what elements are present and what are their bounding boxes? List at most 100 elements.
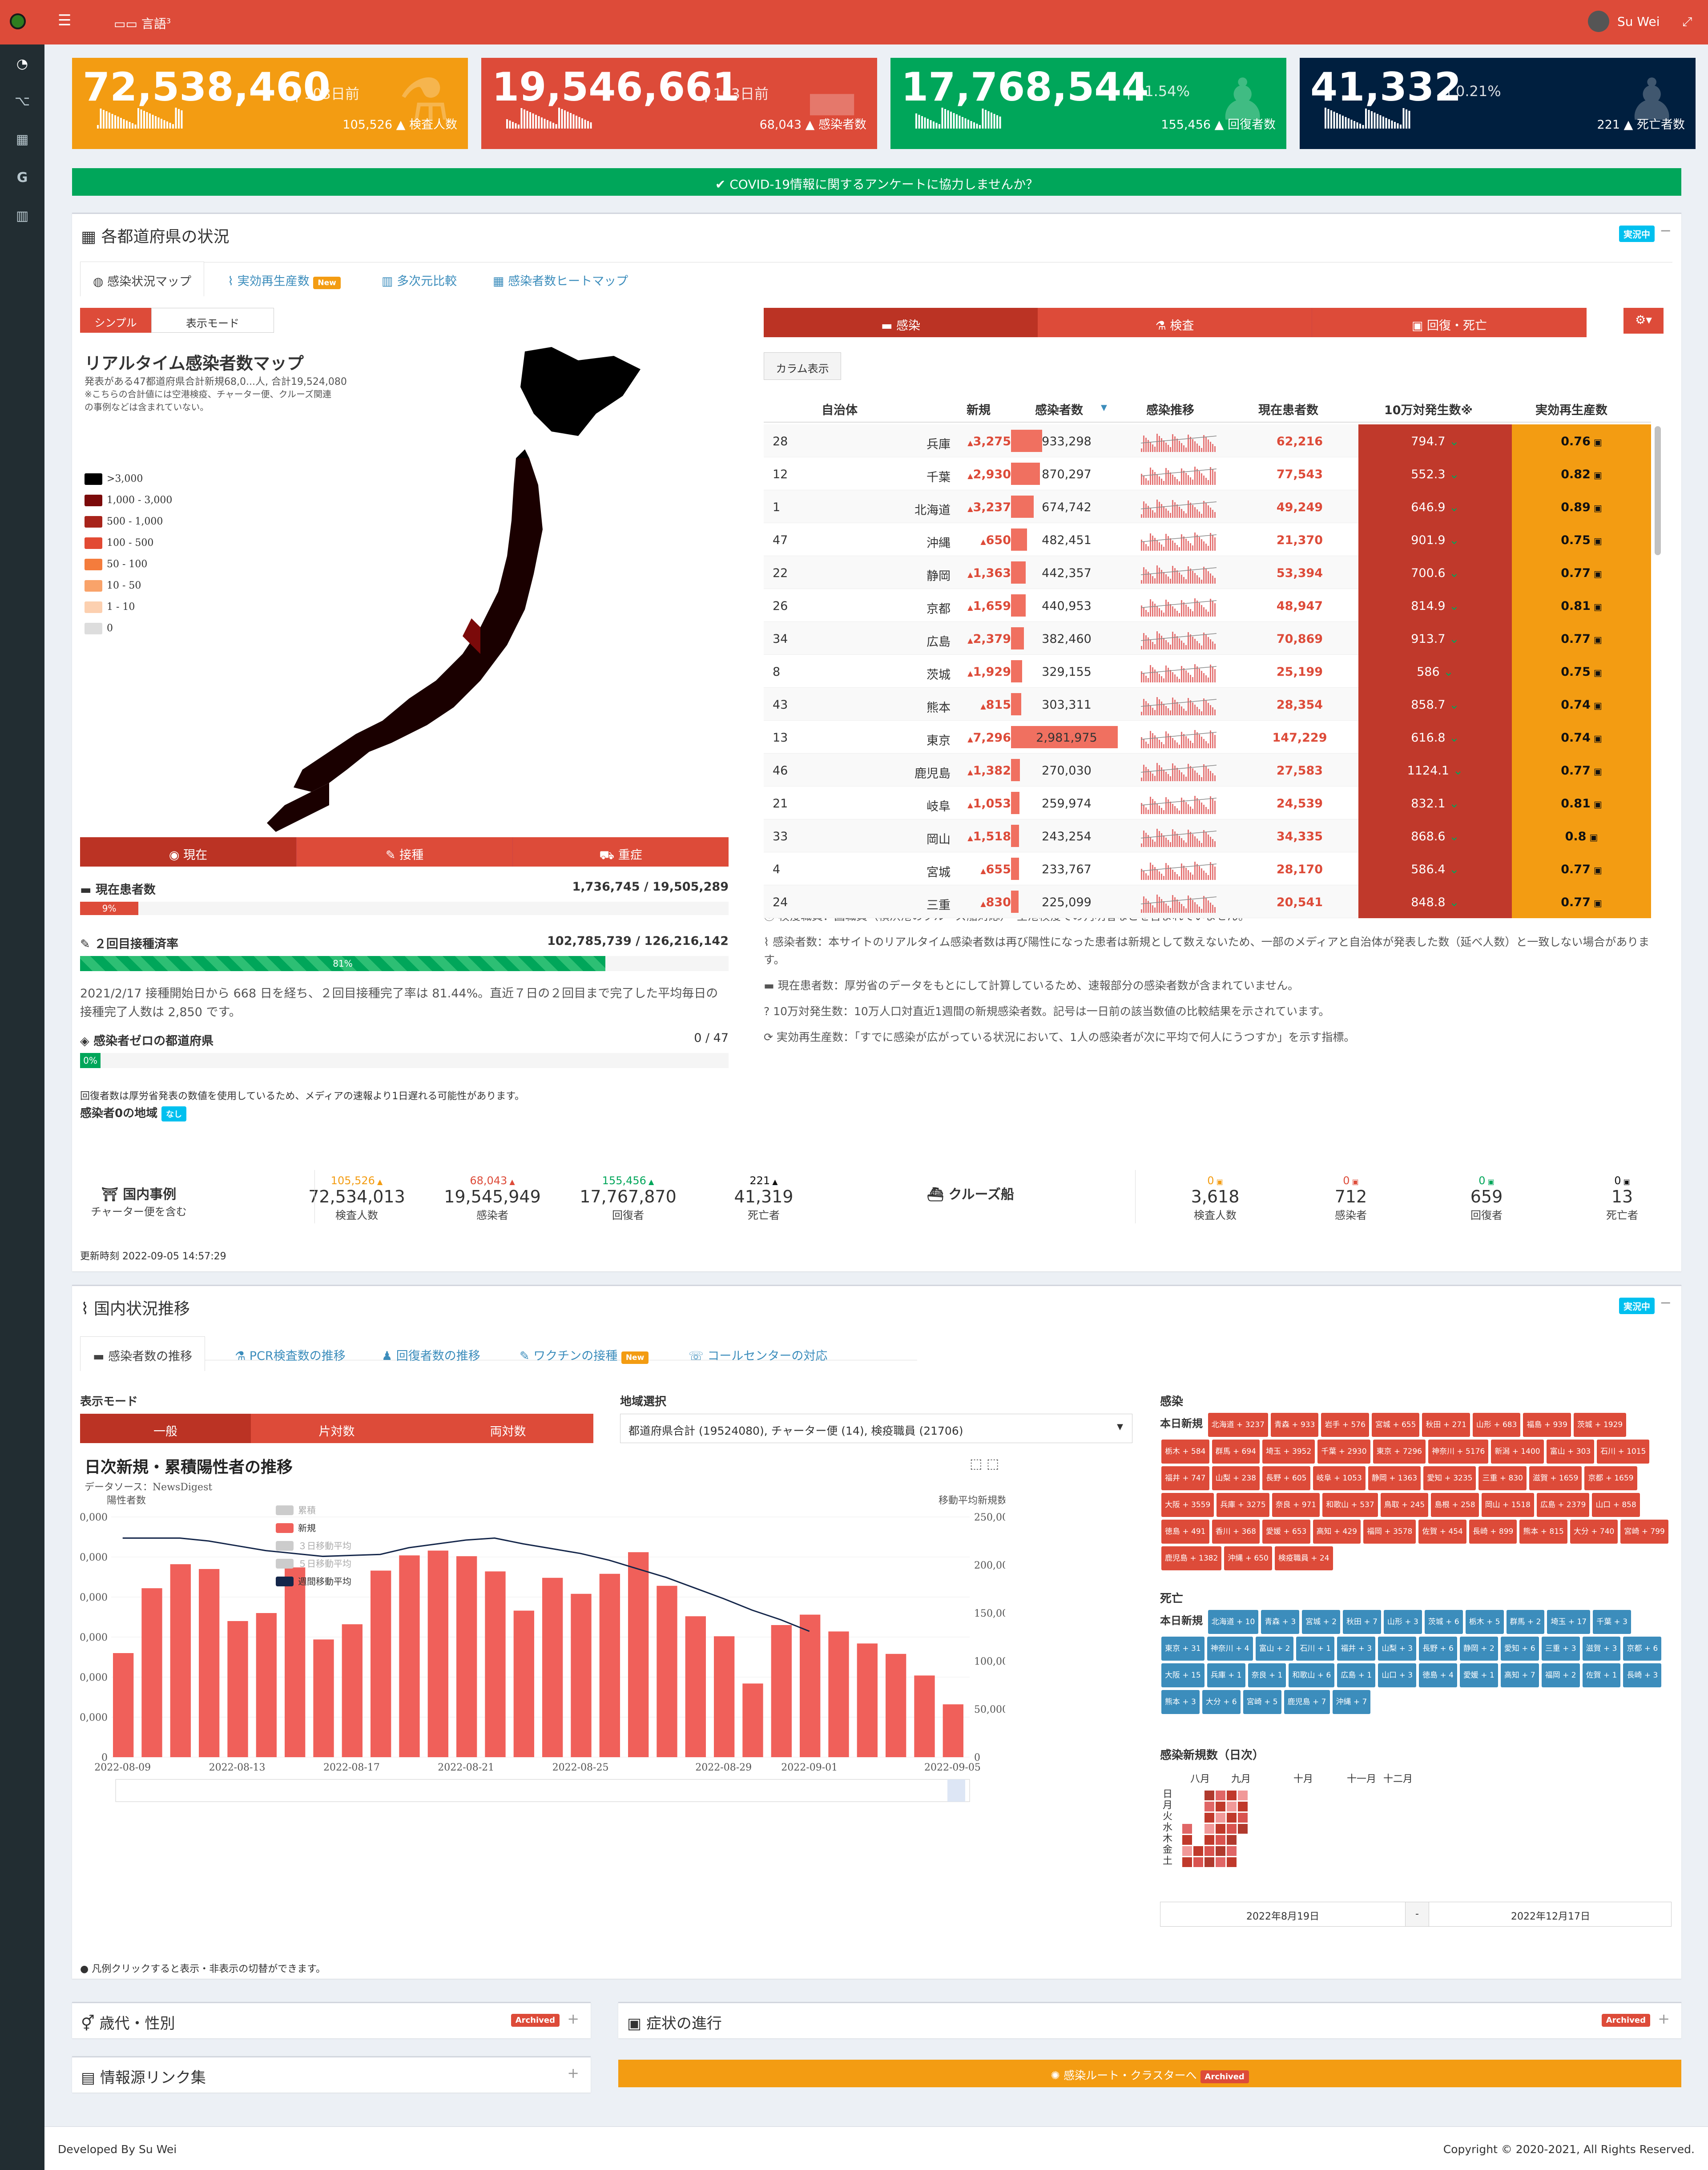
language-menu[interactable]: ▭▭ 言語3 [114,16,171,31]
table-row[interactable]: 47 沖縄 ▲650 482,451 21,370 901.9 ⌄ 0.75 ▣ [764,523,1651,556]
death-badge[interactable]: 徳島 + 4 [1419,1663,1457,1687]
infection-badge[interactable]: 岩手 + 576 [1321,1413,1369,1437]
infection-badge[interactable]: 三重 + 830 [1478,1466,1527,1490]
infection-badge[interactable]: 検疫職員 + 24 [1274,1546,1333,1570]
legend-item[interactable]: 1,000 - 3,000 [85,495,172,516]
map-tab-severe[interactable]: ⛟ 重症 [512,837,729,867]
death-badge[interactable]: 秋田 + 7 [1343,1610,1381,1634]
mode-semilog[interactable]: 片対数 [318,1425,355,1439]
book-icon[interactable]: ▥ [16,208,29,224]
infection-badge[interactable]: 静岡 + 1363 [1368,1466,1421,1490]
prefecture-name[interactable]: 京都 [927,602,951,616]
table-row[interactable]: 1 北海道 ▲3,237 674,742 49,249 646.9 ⌄ 0.89 ▣ [764,490,1651,523]
infection-badge[interactable]: 埼玉 + 3952 [1262,1440,1315,1464]
death-badge[interactable]: 大分 + 6 [1202,1690,1241,1714]
infection-badge[interactable]: 栃木 + 584 [1161,1440,1209,1464]
date-from-input[interactable]: 2022年8月19日 [1246,1911,1319,1922]
tab-rt[interactable]: ⌇ 実効再生産数 New [215,262,353,296]
mode-display-button[interactable]: 表示モード [151,308,274,333]
fullscreen-icon[interactable]: ⤢ [1682,14,1692,29]
map-tab-current[interactable]: ◉ 現在 [80,837,296,867]
table-row[interactable]: 12 千葉 ▲2,930 870,297 77,543 552.3 ⌄ 0.82 ▣ [764,457,1651,490]
mode-simple-button[interactable]: シンプル [80,308,151,333]
infection-badge[interactable]: 兵庫 + 3275 [1217,1493,1269,1517]
death-badge[interactable]: 東京 + 31 [1161,1637,1204,1661]
logo[interactable] [10,13,26,29]
expand-icon[interactable]: + [1658,2010,1670,2027]
death-badge[interactable]: 北海道 + 10 [1208,1610,1259,1634]
column-toggle-button[interactable]: カラム表示 [764,352,841,380]
death-badge[interactable]: 福岡 + 2 [1541,1663,1580,1687]
death-badge[interactable]: 千葉 + 3 [1593,1610,1631,1634]
table-row[interactable]: 28 兵庫 ▲3,275 933,298 62,216 794.7 ⌄ 0.76 ▣ [764,424,1651,457]
legend-item[interactable]: 0 [85,623,172,644]
prefecture-name[interactable]: 広島 [927,635,951,649]
tab-infections[interactable]: ▬ 感染者数の推移 [80,1336,205,1371]
infection-badge[interactable]: 滋賀 + 1659 [1529,1466,1582,1490]
death-badge[interactable]: 京都 + 6 [1623,1637,1662,1661]
infection-badge[interactable]: 千葉 + 2930 [1317,1440,1370,1464]
infection-badge[interactable]: 秋田 + 271 [1422,1413,1470,1437]
death-badge[interactable]: 宮崎 + 5 [1243,1690,1281,1714]
table-row[interactable]: 34 広島 ▲2,379 382,460 70,869 913.7 ⌄ 0.77 ▣ [764,622,1651,655]
table-row[interactable]: 21 岐阜 ▲1,053 259,974 24,539 832.1 ⌄ 0.81 ▣ [764,787,1651,819]
network-icon[interactable]: ⌥ [14,93,30,109]
infection-badge[interactable]: 広島 + 2379 [1536,1493,1590,1517]
death-badge[interactable]: 栃木 + 5 [1465,1610,1504,1634]
infection-badge[interactable]: 東京 + 7296 [1373,1440,1426,1464]
cluster-button[interactable]: ✺ 感染ルート・クラスターへ Archived [618,2060,1681,2087]
table-row[interactable]: 46 鹿児島 ▲1,382 270,030 27,583 1124.1 ⌄ 0.77 ▣ [764,754,1651,787]
legend-item[interactable]: 50 - 100 [85,559,172,580]
google-icon[interactable]: G [16,170,28,186]
infection-badge[interactable]: 熊本 + 815 [1519,1520,1567,1544]
infection-badge[interactable]: 長崎 + 899 [1469,1520,1517,1544]
prefecture-name[interactable]: 宮城 [927,866,951,879]
prefecture-name[interactable]: 北海道 [914,504,951,517]
death-badge[interactable]: 大阪 + 15 [1161,1663,1204,1687]
collapse-icon[interactable]: − [1660,222,1672,239]
infection-badge[interactable]: 沖縄 + 650 [1224,1546,1272,1570]
infection-badge[interactable]: 岐阜 + 1053 [1313,1466,1366,1490]
menu-toggle-icon[interactable]: ☰ [58,12,72,29]
death-badge[interactable]: 沖縄 + 7 [1332,1690,1371,1714]
expand-icon[interactable]: + [567,2065,579,2081]
infection-badge[interactable]: 茨城 + 1929 [1573,1413,1627,1437]
death-badge[interactable]: 静岡 + 2 [1459,1637,1498,1661]
death-badge[interactable]: 奈良 + 1 [1248,1663,1286,1687]
infection-badge[interactable]: 富山 + 303 [1546,1440,1595,1464]
infection-badge[interactable]: 岡山 + 1518 [1481,1493,1534,1517]
table-row[interactable]: 4 宮城 ▲655 233,767 28,170 586.4 ⌄ 0.77 ▣ [764,852,1651,885]
user-name[interactable]: Su Wei [1617,14,1660,29]
death-badge[interactable]: 富山 + 2 [1255,1637,1294,1661]
death-badge[interactable]: 鹿児島 + 7 [1284,1690,1330,1714]
prefecture-name[interactable]: 兵庫 [927,438,951,452]
legend-item[interactable]: 1 - 10 [85,601,172,623]
infection-badge[interactable]: 鳥取 + 245 [1380,1493,1429,1517]
survey-banner[interactable]: ✔ COVID-19情報に関するアンケートに協力しませんか？ [72,168,1681,196]
table-tab-recovery[interactable]: ▣ 回復・死亡 [1312,308,1587,337]
death-badge[interactable]: 和歌山 + 6 [1289,1663,1335,1687]
infection-badge[interactable]: 福島 + 939 [1523,1413,1571,1437]
date-to-input[interactable]: 2022年12月17日 [1511,1911,1590,1922]
source-links-panel[interactable]: ▤ 情報源リンク集 + [72,2056,591,2093]
infection-badge[interactable]: 長野 + 605 [1262,1466,1310,1490]
death-badge[interactable]: 高知 + 7 [1500,1663,1539,1687]
death-badge[interactable]: 滋賀 + 3 [1582,1637,1621,1661]
infection-badge[interactable]: 北海道 + 3237 [1208,1413,1268,1437]
prefecture-name[interactable]: 沖縄 [927,536,951,550]
death-badge[interactable]: 山口 + 3 [1378,1663,1417,1687]
infection-badge[interactable]: 山形 + 683 [1472,1413,1521,1437]
legend-item[interactable]: 10 - 50 [85,580,172,601]
prefecture-name[interactable]: 東京 [927,734,951,748]
prefecture-name[interactable]: 岡山 [927,833,951,847]
table-tab-test[interactable]: ⚗ 検査 [1155,319,1194,333]
death-badge[interactable]: 山梨 + 3 [1378,1637,1417,1661]
prefecture-name[interactable]: 静岡 [927,569,951,583]
death-badge[interactable]: 神奈川 + 4 [1207,1637,1253,1661]
legend-item[interactable]: 500 - 1,000 [85,516,172,537]
table-row[interactable]: 22 静岡 ▲1,363 442,357 53,394 700.6 ⌄ 0.77 ▣ [764,556,1651,589]
tab-pcr[interactable]: ⚗ PCR検査数の推移 [235,1349,346,1363]
infection-badge[interactable]: 佐賀 + 454 [1418,1520,1466,1544]
mode-normal[interactable]: 一般 [80,1414,251,1443]
infection-badge[interactable]: 徳島 + 491 [1161,1520,1209,1544]
